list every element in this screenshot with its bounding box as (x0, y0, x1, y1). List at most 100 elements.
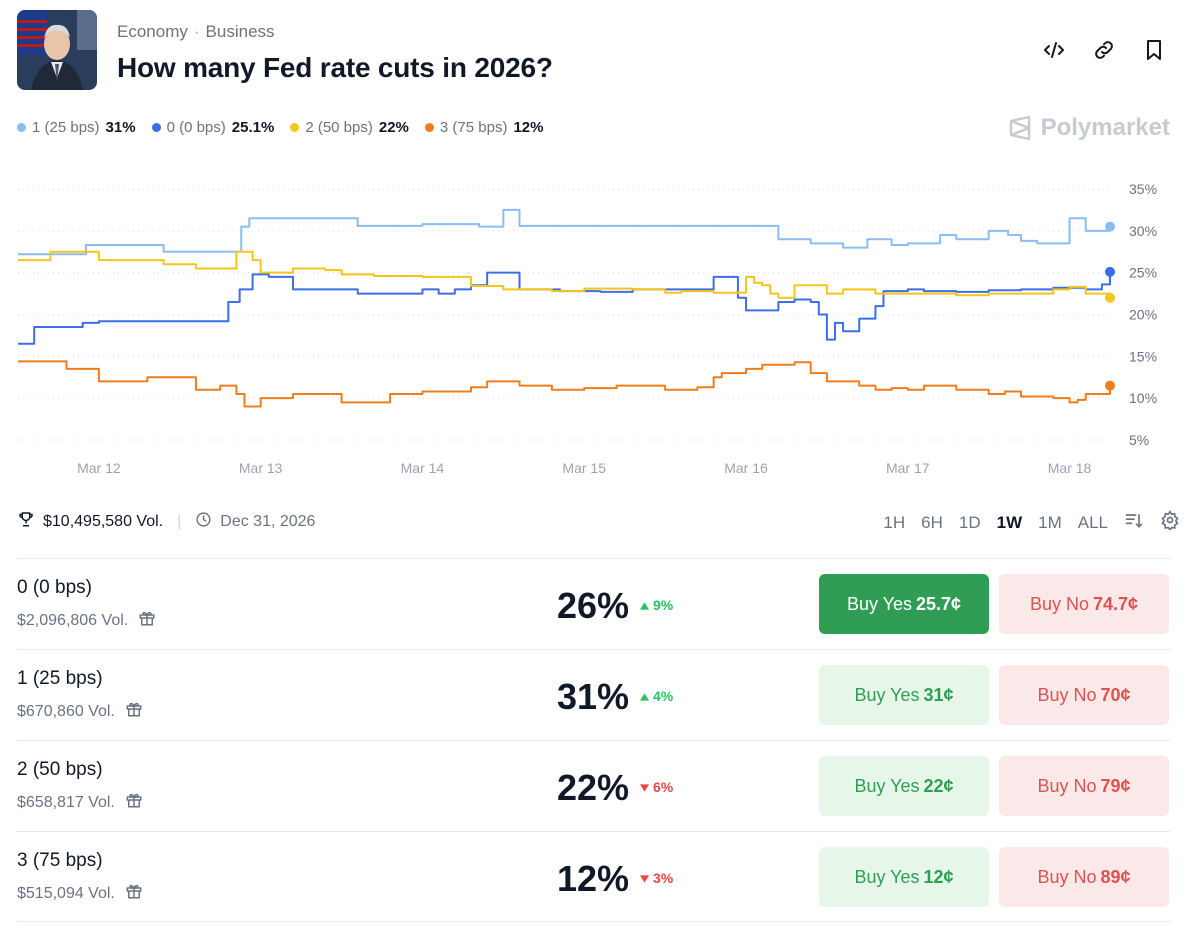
buy-yes-button[interactable]: Buy Yes 31¢ (819, 665, 989, 725)
legend-value: 31% (105, 119, 136, 136)
price-chart[interactable]: 35% 30% 25% 20% 15% 10% 5% Mar 12 Mar 13 Mar 14 Ma… (0, 170, 1197, 480)
outcome-volume: $658,817 Vol. (17, 793, 115, 811)
buy-no-label: Buy No (1037, 684, 1097, 705)
breadcrumb-separator: · (193, 22, 200, 41)
arrow-down-icon (640, 779, 649, 795)
market-header: Economy · Business How many Fed rate cuts … (17, 10, 1180, 90)
buy-yes-button[interactable]: Buy Yes 22¢ (819, 756, 989, 816)
arrow-up-icon (640, 693, 649, 701)
outcome-volume-line: $515,094 Vol. (17, 882, 143, 905)
category-business[interactable]: Business (205, 22, 275, 41)
y-tick-label: 35% (1129, 181, 1157, 197)
range-1d[interactable]: 1D (958, 512, 981, 532)
buy-no-button[interactable]: Buy No 79¢ (999, 756, 1169, 816)
outcome-name: 0 (0 bps) (17, 577, 92, 598)
outcome-change: 9% (640, 597, 673, 613)
outcome-volume: $515,094 Vol. (17, 884, 115, 902)
legend-label: 2 (50 bps) (305, 119, 373, 136)
bookmark-icon[interactable] (1142, 38, 1166, 62)
buy-no-price: 79¢ (1100, 775, 1131, 796)
buy-yes-price: 25.7¢ (916, 593, 962, 614)
outcome-volume: $2,096,806 Vol. (17, 611, 129, 629)
total-volume: $10,495,580 Vol. (43, 512, 164, 530)
y-tick-label: 30% (1129, 223, 1157, 239)
series-line (18, 360, 1111, 408)
y-tick-label: 10% (1129, 390, 1157, 406)
buy-no-price: 89¢ (1100, 866, 1131, 887)
chart-legend: 1 (25 bps) 31% 0 (0 bps) 25.1% 2 (50 bps) 22%… (17, 119, 543, 136)
outcome-volume: $670,860 Vol. (17, 702, 115, 720)
buy-yes-price: 31¢ (923, 684, 954, 705)
outcome-name: 2 (50 bps) (17, 759, 103, 780)
gift-icon[interactable] (138, 609, 156, 632)
gift-icon[interactable] (125, 700, 143, 723)
legend-dot (151, 123, 161, 132)
buy-yes-button[interactable]: Buy Yes 25.7¢ (819, 574, 989, 634)
outcome-probability: 22% (557, 767, 630, 808)
polymarket-logo-icon (1009, 115, 1030, 141)
range-1w[interactable]: 1W (996, 512, 1023, 532)
link-icon[interactable] (1092, 38, 1116, 62)
outcome-name: 3 (75 bps) (17, 850, 103, 871)
embed-icon[interactable] (1042, 38, 1066, 62)
series-end-point (1105, 292, 1115, 303)
x-tick-label: Mar 16 (724, 460, 768, 476)
outcome-row[interactable]: 3 (75 bps) $515,094 Vol. 12% 3% Buy Yes 12¢ Bu… (17, 831, 1170, 922)
legend-item: 3 (75 bps) 12% (424, 119, 543, 136)
buy-no-price: 70¢ (1100, 684, 1131, 705)
outcome-volume-line: $670,860 Vol. (17, 700, 143, 723)
range-1m[interactable]: 1M (1038, 512, 1062, 532)
outcome-list: 0 (0 bps) $2,096,806 Vol. 26% 9% Buy Yes 25.7… (17, 558, 1170, 922)
buy-yes-label: Buy Yes (854, 866, 920, 887)
outcome-volume-line: $2,096,806 Vol. (17, 609, 156, 632)
legend-label: 1 (25 bps) (32, 119, 100, 136)
change-value: 4% (653, 688, 674, 704)
range-6h[interactable]: 6H (921, 512, 943, 532)
sort-icon[interactable] (1124, 510, 1144, 535)
legend-value: 22% (378, 119, 409, 136)
x-tick-label: Mar 18 (1048, 460, 1092, 476)
outcome-name: 1 (25 bps) (17, 668, 103, 689)
outcome-volume-line: $658,817 Vol. (17, 791, 143, 814)
market-avatar (17, 10, 97, 90)
change-value: 3% (653, 870, 674, 886)
series-end-point (1105, 221, 1115, 232)
arrow-up-icon (640, 688, 649, 704)
buy-no-price: 74.7¢ (1092, 593, 1139, 614)
buy-no-button[interactable]: Buy No 70¢ (999, 665, 1169, 725)
outcome-row[interactable]: 2 (50 bps) $658,817 Vol. 22% 6% Buy Yes 22¢ Bu… (17, 740, 1170, 831)
arrow-up-icon (640, 602, 649, 610)
outcome-row[interactable]: 1 (25 bps) $670,860 Vol. 31% 4% Buy Yes 31¢ Bu… (17, 649, 1170, 740)
legend-value: 25.1% (231, 119, 275, 136)
change-value: 6% (653, 779, 674, 795)
arrow-down-icon (640, 875, 649, 883)
buy-yes-button[interactable]: Buy Yes 12¢ (819, 847, 989, 907)
series-line (18, 250, 1111, 299)
legend-item: 1 (25 bps) 31% (17, 119, 136, 136)
arrow-up-icon (640, 597, 649, 613)
settings-icon[interactable] (1160, 510, 1180, 535)
buy-yes-label: Buy Yes (854, 775, 920, 796)
end-date: Dec 31, 2026 (220, 512, 316, 530)
legend-label: 0 (0 bps) (166, 119, 226, 136)
change-value: 9% (653, 597, 674, 613)
buy-no-button[interactable]: Buy No 89¢ (999, 847, 1169, 907)
x-tick-label: Mar 13 (239, 460, 283, 476)
range-all[interactable]: ALL (1077, 512, 1108, 532)
x-tick-label: Mar 17 (886, 460, 930, 476)
x-tick-label: Mar 14 (401, 460, 445, 476)
legend-dot (424, 123, 434, 132)
x-tick-label: Mar 15 (562, 460, 606, 476)
buy-yes-price: 12¢ (923, 866, 954, 887)
buy-no-button[interactable]: Buy No 74.7¢ (999, 574, 1169, 634)
gift-icon[interactable] (125, 882, 143, 905)
market-title: How many Fed rate cuts in 2026? (117, 52, 553, 83)
range-1h[interactable]: 1H (883, 512, 906, 532)
outcome-change: 4% (640, 688, 673, 704)
buy-no-label: Buy No (1037, 775, 1097, 796)
series-line (18, 271, 1111, 345)
category-economy[interactable]: Economy (117, 22, 188, 41)
gift-icon[interactable] (125, 791, 143, 814)
legend-label: 3 (75 bps) (439, 119, 508, 136)
outcome-row[interactable]: 0 (0 bps) $2,096,806 Vol. 26% 9% Buy Yes 25.7… (17, 558, 1170, 649)
